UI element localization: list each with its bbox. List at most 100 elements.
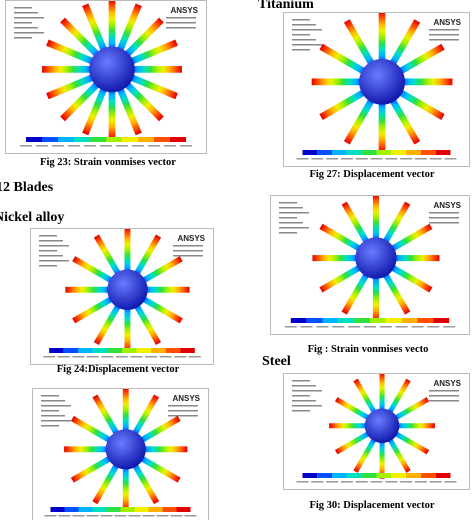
- colorbar-cell: [122, 137, 138, 142]
- info-line: [173, 255, 203, 257]
- logo: ANSYS: [170, 6, 198, 15]
- info-line: [429, 390, 459, 392]
- colorbar-label: [326, 158, 339, 160]
- info-line: [14, 12, 38, 14]
- blade: [129, 458, 160, 505]
- colorbar-label: [20, 145, 32, 147]
- colorbar-cell: [306, 318, 323, 323]
- colorbar-cell: [120, 507, 135, 512]
- info-line: [279, 202, 297, 204]
- colorbar-cell: [49, 348, 64, 353]
- info-line: [279, 212, 309, 214]
- blade: [386, 92, 421, 145]
- colorbar-cell: [154, 137, 170, 142]
- info-line: [279, 222, 303, 224]
- hub: [359, 58, 405, 105]
- colorbar-label: [355, 158, 368, 160]
- colorbar-cell: [346, 150, 362, 155]
- colorbar-label: [370, 481, 383, 483]
- blade: [385, 433, 411, 473]
- colorbar-label: [385, 158, 398, 160]
- colorbar-label: [58, 515, 71, 517]
- colorbar-label: [395, 326, 408, 328]
- colorbar-cell: [180, 348, 195, 353]
- colorbar-label: [379, 326, 392, 328]
- colorbar-cell: [376, 150, 392, 155]
- blade: [129, 394, 160, 441]
- colorbar-cell: [122, 348, 137, 353]
- colorbar-label: [296, 481, 309, 483]
- info-line: [39, 235, 57, 237]
- colorbar-label: [355, 481, 368, 483]
- colorbar-cell: [58, 137, 74, 142]
- blade: [311, 78, 369, 86]
- logo: ANSYS: [433, 379, 461, 388]
- colorbar-label: [326, 481, 339, 483]
- blade: [130, 298, 162, 346]
- colorbar-label: [300, 326, 313, 328]
- blade: [92, 394, 123, 441]
- info-line: [292, 385, 316, 387]
- blade: [60, 76, 105, 122]
- colorbar-label: [364, 326, 376, 328]
- colorbar-label: [174, 356, 187, 358]
- heading: Titanium: [258, 0, 314, 12]
- heading: Nickel alloy: [0, 210, 65, 225]
- blade: [124, 229, 131, 278]
- caption: Fig 24:Displacement vector: [56, 364, 180, 375]
- colorbar-cell: [302, 150, 318, 155]
- blade: [139, 286, 190, 293]
- colorbar-cell: [290, 318, 307, 323]
- blade: [42, 66, 99, 73]
- colorbar-cell: [420, 473, 436, 478]
- colorbar-label: [429, 481, 442, 483]
- colorbar-cell: [134, 507, 149, 512]
- info-line: [292, 24, 316, 26]
- blade: [378, 95, 386, 153]
- colorbar-label: [116, 145, 128, 147]
- info-line: [39, 265, 57, 267]
- colorbar-label: [296, 158, 309, 160]
- colorbar-label: [43, 356, 56, 358]
- info-line: [292, 29, 322, 31]
- blade: [108, 83, 116, 140]
- colorbar-cell: [50, 507, 65, 512]
- info-line: [39, 260, 69, 262]
- info-line: [279, 217, 297, 219]
- blade: [65, 286, 116, 293]
- info-line: [41, 425, 59, 427]
- colorbar-cell: [354, 318, 370, 323]
- colorbar-label: [57, 356, 70, 358]
- blade: [92, 458, 123, 505]
- blade: [137, 446, 188, 453]
- colorbar-label: [414, 158, 427, 160]
- colorbar-label: [36, 145, 48, 147]
- info-line: [14, 27, 38, 29]
- colorbar-cell: [361, 473, 377, 478]
- blade: [72, 256, 119, 287]
- blade: [72, 293, 119, 324]
- blade: [379, 374, 385, 416]
- info-line: [166, 17, 196, 19]
- colorbar-cell: [322, 318, 339, 323]
- logo: ANSYS: [177, 234, 205, 243]
- colorbar-label: [188, 356, 201, 358]
- blade: [385, 378, 411, 419]
- colorbar-cell: [92, 348, 108, 353]
- info-line: [292, 39, 316, 41]
- info-line: [429, 212, 459, 214]
- hub: [355, 237, 397, 279]
- colorbar-label: [332, 326, 345, 328]
- blade: [134, 452, 181, 483]
- info-line: [429, 400, 459, 402]
- info-line: [166, 27, 196, 29]
- info-line: [41, 405, 71, 407]
- info-line: [292, 19, 310, 21]
- colorbar-cell: [332, 150, 347, 155]
- blade: [319, 261, 367, 293]
- colorbar-cell: [376, 473, 392, 478]
- blade: [312, 255, 364, 262]
- blade: [46, 39, 101, 68]
- colorbar-cell: [74, 137, 90, 142]
- colorbar-cell: [401, 318, 418, 323]
